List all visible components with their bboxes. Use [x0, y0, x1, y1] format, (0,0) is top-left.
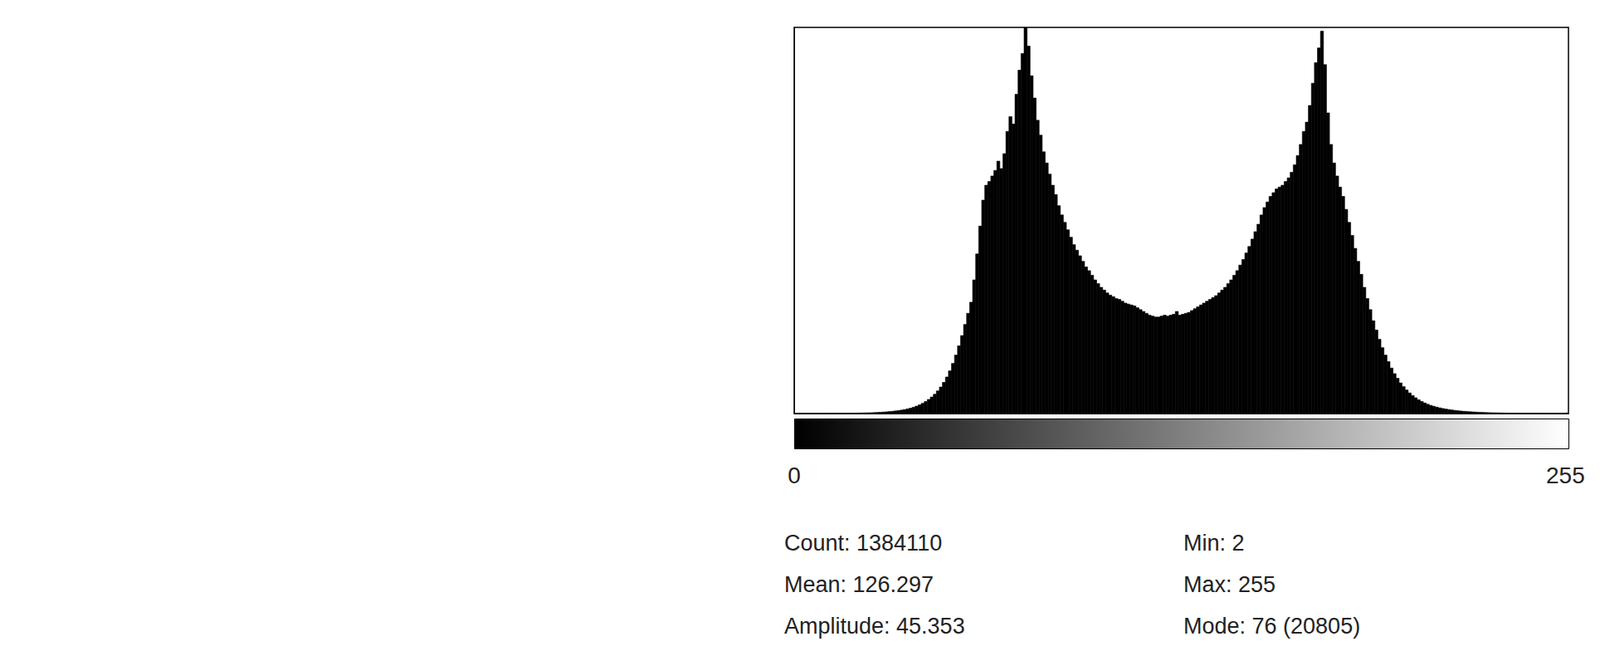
svg-text:255: 255 — [1546, 462, 1586, 488]
svg-text:Max: 255: Max: 255 — [1183, 571, 1276, 597]
svg-text:Amplitude: 45.353: Amplitude: 45.353 — [784, 613, 966, 639]
svg-text:0: 0 — [787, 462, 801, 488]
svg-text:Count: 1384110: Count: 1384110 — [784, 530, 942, 556]
svg-text:Mode: 76 (20805): Mode: 76 (20805) — [1183, 613, 1361, 639]
svg-text:Min: 2: Min: 2 — [1183, 530, 1245, 556]
svg-text:Mean: 126.297: Mean: 126.297 — [784, 571, 934, 597]
